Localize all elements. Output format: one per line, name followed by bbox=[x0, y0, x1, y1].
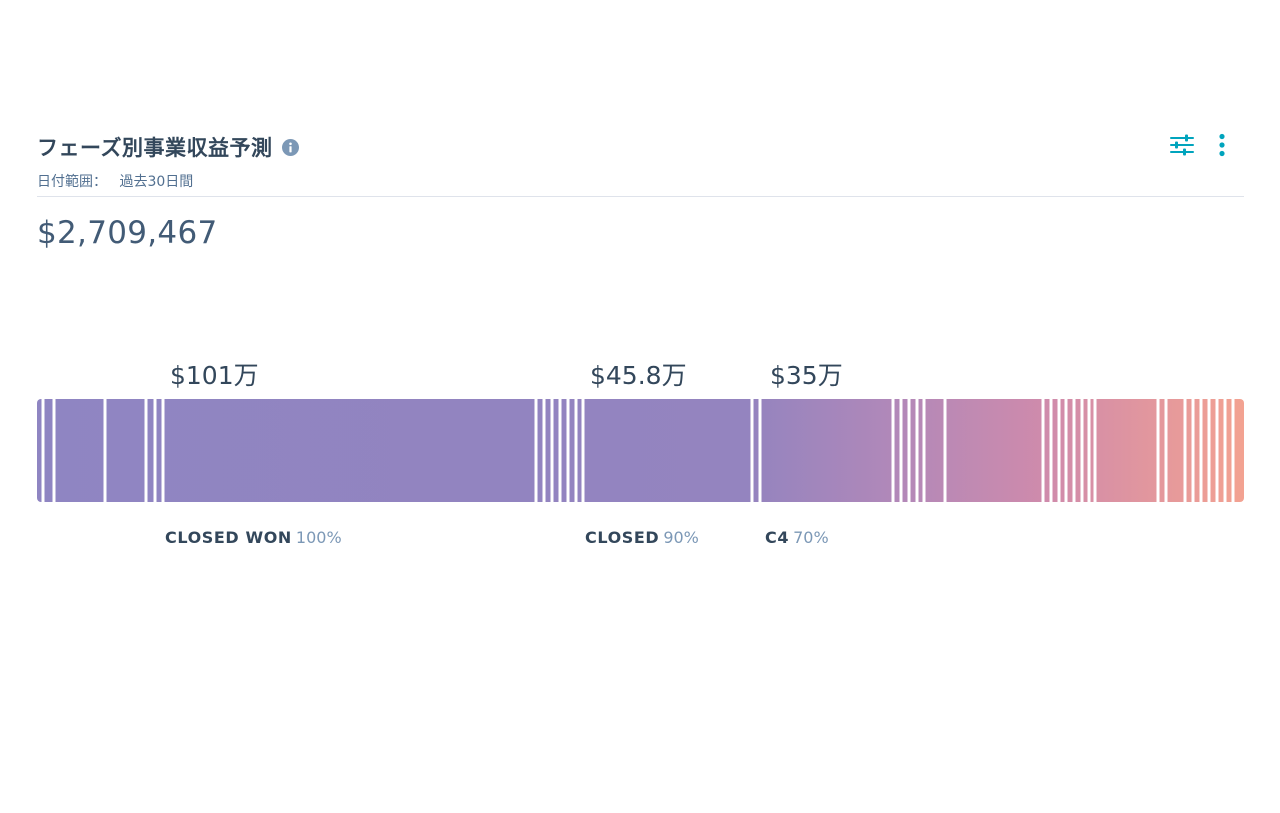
stage-bar-chart: $101万 $45.8万 $35万 CLO bbox=[37, 350, 1244, 550]
filter-button[interactable] bbox=[1170, 132, 1194, 158]
title-row: フェーズ別事業収益予測 bbox=[37, 132, 300, 162]
stage-name: CLOSED bbox=[585, 528, 660, 547]
date-range: 日付範囲： 過去30日間 bbox=[37, 171, 193, 191]
stage-probability: 70% bbox=[793, 528, 829, 547]
report-title: フェーズ別事業収益予測 bbox=[37, 136, 273, 160]
total-revenue: $2,709,467 bbox=[37, 215, 218, 251]
segment-caption-closed-won: CLOSED WON 100% bbox=[165, 528, 342, 547]
bar-fill bbox=[37, 399, 1244, 502]
date-range-value: 過去30日間 bbox=[119, 174, 194, 190]
segment-caption-closed: CLOSED 90% bbox=[585, 528, 699, 547]
segment-value-c4: $35万 bbox=[770, 361, 843, 390]
segment-value-closed: $45.8万 bbox=[590, 361, 687, 390]
vertical-dots-icon bbox=[1219, 133, 1225, 157]
stage-probability: 100% bbox=[295, 528, 342, 547]
stacked-bar[interactable] bbox=[37, 399, 1244, 502]
segment-value-closed-won: $101万 bbox=[170, 361, 259, 390]
card-toolbar bbox=[1170, 132, 1234, 158]
info-icon[interactable] bbox=[282, 138, 300, 156]
date-range-label: 日付範囲： bbox=[37, 174, 107, 190]
sliders-icon bbox=[1170, 134, 1194, 156]
stage-name: CLOSED WON bbox=[165, 528, 292, 547]
stage-probability: 90% bbox=[663, 528, 699, 547]
deal-dividers bbox=[41, 399, 1235, 502]
card-header: フェーズ別事業収益予測 日付範囲： 過去30日間 bbox=[37, 130, 1244, 197]
stage-name: C4 bbox=[765, 528, 790, 547]
segment-caption-c4: C4 70% bbox=[765, 528, 829, 547]
revenue-forecast-card: フェーズ別事業収益予測 日付範囲： 過去30日間 bbox=[37, 120, 1244, 590]
more-options-button[interactable] bbox=[1210, 132, 1234, 158]
